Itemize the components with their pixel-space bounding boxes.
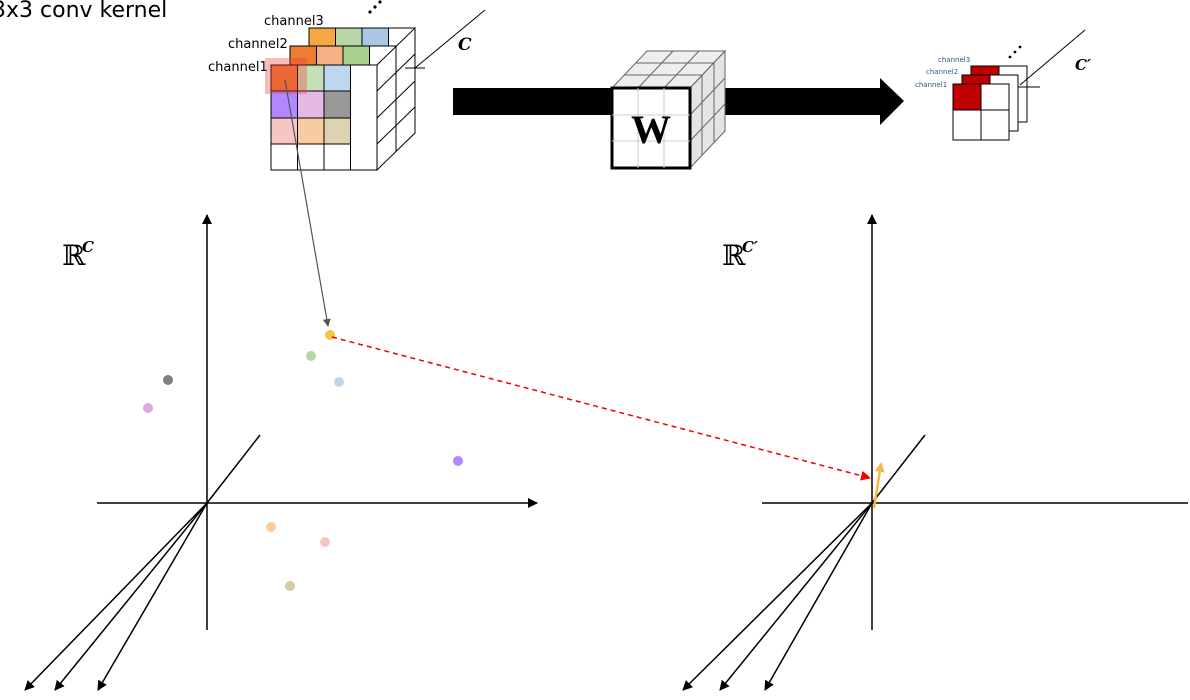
points	[143, 330, 463, 591]
channel-label: channel3	[264, 14, 324, 29]
channel-label: channel1	[915, 81, 947, 89]
input-tensor: channel3 channel2 channel1 C	[208, 0, 485, 170]
page: {"header": {"title": "3x3 conv kernel"},…	[0, 0, 1190, 700]
space-superscript: C′	[742, 238, 758, 256]
weight-label: W	[631, 107, 671, 152]
title: 3x3 conv kernel	[0, 0, 167, 23]
diagram: 3x3 conv kernel	[0, 0, 1190, 700]
channel-label: channel1	[208, 60, 268, 75]
output-axes	[683, 215, 1188, 690]
channel-label: channel2	[228, 37, 288, 52]
channel-label: channel2	[926, 68, 958, 76]
depth-label: C′	[1075, 56, 1091, 74]
input-axes	[25, 215, 537, 690]
channel-label: channel3	[938, 56, 970, 64]
weight-cube: W	[612, 51, 725, 168]
depth-label: C	[458, 35, 472, 55]
space-superscript: C	[82, 238, 94, 256]
